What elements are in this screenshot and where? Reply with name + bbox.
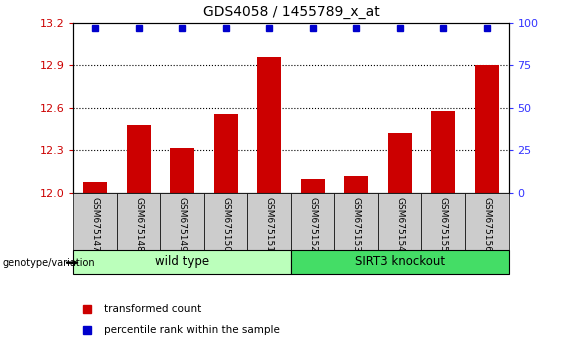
Bar — [73, 250, 291, 274]
Bar — [160, 193, 204, 250]
Text: genotype/variation: genotype/variation — [3, 258, 95, 268]
Text: GSM675156: GSM675156 — [483, 198, 491, 252]
Bar — [421, 193, 465, 250]
Bar — [83, 182, 107, 193]
Bar — [291, 193, 334, 250]
Text: percentile rank within the sample: percentile rank within the sample — [104, 325, 280, 336]
Text: GSM675153: GSM675153 — [352, 198, 360, 252]
Text: GSM675151: GSM675151 — [265, 198, 273, 252]
Bar — [204, 193, 247, 250]
Bar — [291, 250, 508, 274]
Bar — [344, 176, 368, 193]
Text: GSM675149: GSM675149 — [178, 198, 186, 252]
Bar — [170, 148, 194, 193]
Bar — [301, 179, 325, 193]
Bar — [127, 125, 151, 193]
Text: GSM675148: GSM675148 — [134, 198, 143, 252]
Bar — [475, 65, 499, 193]
Bar — [465, 193, 508, 250]
Text: GSM675154: GSM675154 — [396, 198, 404, 252]
Bar — [388, 133, 412, 193]
Bar — [247, 193, 291, 250]
Text: SIRT3 knockout: SIRT3 knockout — [355, 256, 445, 268]
Text: GSM675152: GSM675152 — [308, 198, 317, 252]
Bar — [431, 111, 455, 193]
Text: GSM675155: GSM675155 — [439, 198, 447, 252]
Bar — [334, 193, 378, 250]
Bar — [214, 114, 238, 193]
Bar — [73, 193, 117, 250]
Text: transformed count: transformed count — [104, 304, 201, 314]
Text: wild type: wild type — [155, 256, 209, 268]
Bar — [257, 57, 281, 193]
Bar — [378, 193, 421, 250]
Title: GDS4058 / 1455789_x_at: GDS4058 / 1455789_x_at — [203, 5, 379, 19]
Text: GSM675147: GSM675147 — [91, 198, 99, 252]
Bar — [117, 193, 160, 250]
Text: GSM675150: GSM675150 — [221, 198, 230, 252]
